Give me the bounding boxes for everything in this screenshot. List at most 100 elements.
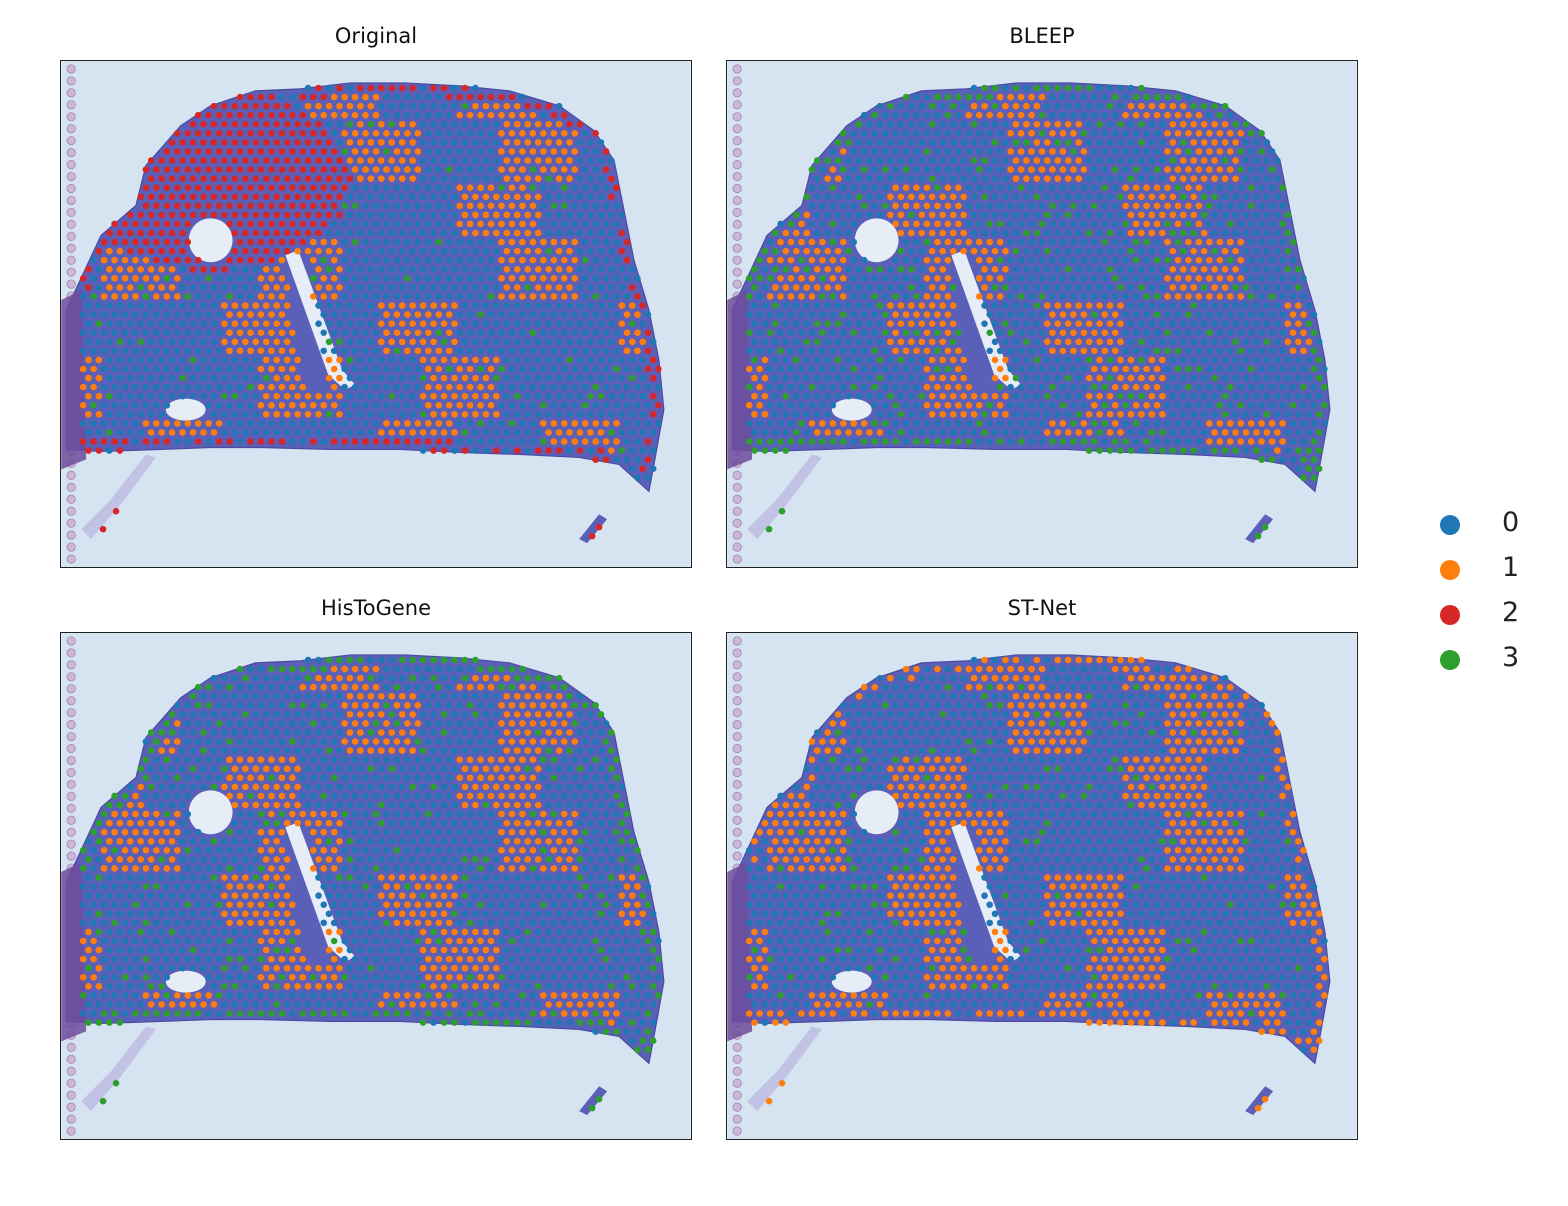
spot-cluster-1 (1111, 311, 1119, 318)
spot-cluster-0 (1054, 392, 1062, 400)
fiducial-dot (732, 542, 742, 552)
spot-cluster-0 (205, 438, 212, 445)
spot-cluster-1 (560, 702, 568, 709)
spot-cluster-3 (1174, 365, 1182, 373)
spot-cluster-0 (955, 111, 962, 119)
spot-cluster-1 (278, 774, 286, 782)
spot-cluster-0 (247, 702, 254, 709)
spot-cluster-0 (566, 320, 573, 327)
spot-cluster-1 (461, 765, 469, 773)
spot-cluster-0 (425, 220, 432, 228)
spot-cluster-0 (482, 157, 490, 164)
spot-cluster-1 (1164, 238, 1171, 246)
spot-cluster-1 (975, 256, 983, 264)
spot-cluster-1 (466, 683, 474, 691)
spot-cluster-2 (273, 247, 280, 255)
spot-cluster-3 (1232, 120, 1239, 128)
spot-cluster-3 (813, 338, 821, 346)
spot-cluster-1 (85, 411, 92, 418)
spot-cluster-1 (529, 275, 537, 282)
spot-cluster-0 (482, 120, 490, 128)
spot-cluster-1 (236, 311, 244, 318)
spot-cluster-0 (1028, 275, 1035, 282)
spot-cluster-0 (137, 302, 145, 309)
spot-cluster-1 (792, 284, 800, 291)
spot-cluster-0 (1195, 311, 1203, 318)
spot-cluster-0 (173, 347, 181, 355)
spot-cluster-0 (777, 383, 784, 391)
spot-cluster-0 (592, 810, 599, 818)
spot-cluster-0 (362, 847, 369, 854)
spot-cluster-3 (106, 392, 113, 400)
spot-cluster-1 (1148, 411, 1156, 418)
spot-cluster-0 (1085, 284, 1093, 291)
spot-cluster-1 (944, 184, 952, 191)
spot-cluster-1 (555, 692, 563, 700)
spot-cluster-2 (283, 193, 291, 201)
spot-cluster-1 (289, 792, 296, 800)
spot-cluster-3 (581, 256, 589, 264)
spot-cluster-1 (571, 438, 579, 445)
spot-cluster-0 (1033, 411, 1041, 418)
spot-cluster-1 (981, 247, 988, 255)
spot-cluster-2 (309, 93, 317, 101)
spot-cluster-1 (1185, 130, 1192, 137)
spot-cluster-0 (362, 256, 369, 264)
spot-cluster-1 (482, 193, 490, 201)
spot-cluster-1 (393, 166, 401, 173)
spot-cluster-0 (1023, 247, 1030, 255)
spot-cluster-3 (278, 810, 286, 818)
spot-cluster-2 (493, 447, 500, 454)
spot-cluster-0 (372, 828, 380, 836)
spot-cluster-1 (1200, 175, 1208, 182)
spot-cluster-2 (283, 229, 291, 237)
spot-cluster-0 (435, 184, 443, 191)
spot-cluster-0 (550, 311, 558, 318)
spot-cluster-1 (1075, 338, 1082, 346)
spot-cluster-0 (493, 302, 500, 309)
spot-cluster-2 (179, 139, 186, 146)
spot-cluster-0 (1106, 157, 1114, 164)
spot-cluster-0 (456, 720, 463, 727)
spot-cluster-1 (508, 111, 516, 119)
spot-cluster-0 (1148, 157, 1156, 164)
spot-cluster-0 (1096, 265, 1103, 273)
spot-cluster-1 (1226, 148, 1234, 155)
spot-cluster-0 (1211, 229, 1218, 237)
spot-cluster-0 (597, 747, 605, 754)
spot-cluster-1 (1122, 202, 1129, 210)
spot-cluster-0 (357, 411, 364, 418)
spot-cluster-0 (330, 220, 338, 228)
spot-cluster-0 (215, 774, 223, 782)
spot-cluster-0 (210, 320, 218, 327)
spot-cluster-1 (1216, 275, 1224, 282)
spot-cluster-0 (587, 175, 594, 182)
spot-cluster-0 (419, 265, 427, 273)
spot-cluster-0 (571, 220, 579, 228)
spot-cluster-1 (1169, 211, 1177, 219)
spot-cluster-0 (581, 756, 589, 763)
spot-cluster-0 (1174, 311, 1182, 318)
spot-cluster-0 (576, 157, 584, 164)
spot-cluster-1 (289, 774, 296, 782)
spot-cluster-2 (330, 166, 338, 173)
spot-cluster-0 (252, 392, 260, 400)
spot-cluster-1 (1211, 157, 1218, 164)
spot-cluster-1 (939, 374, 946, 382)
spot-cluster-1 (928, 302, 936, 309)
spot-cluster-3 (1164, 347, 1171, 355)
spot-cluster-1 (95, 374, 103, 382)
spot-cluster-1 (278, 329, 286, 337)
spot-cluster-0 (1284, 411, 1292, 418)
spot-cluster-0 (477, 166, 484, 173)
spot-cluster-0 (1017, 311, 1025, 318)
spot-cluster-0 (766, 401, 774, 409)
spot-cluster-0 (1111, 111, 1119, 119)
spot-cluster-0 (571, 202, 579, 210)
spot-cluster-0 (215, 347, 223, 355)
spot-cluster-0 (902, 148, 910, 155)
spot-cluster-1 (918, 302, 926, 309)
spot-cluster-0 (325, 429, 333, 436)
spot-cluster-0 (1300, 420, 1307, 427)
spot-cluster-0 (792, 374, 800, 382)
